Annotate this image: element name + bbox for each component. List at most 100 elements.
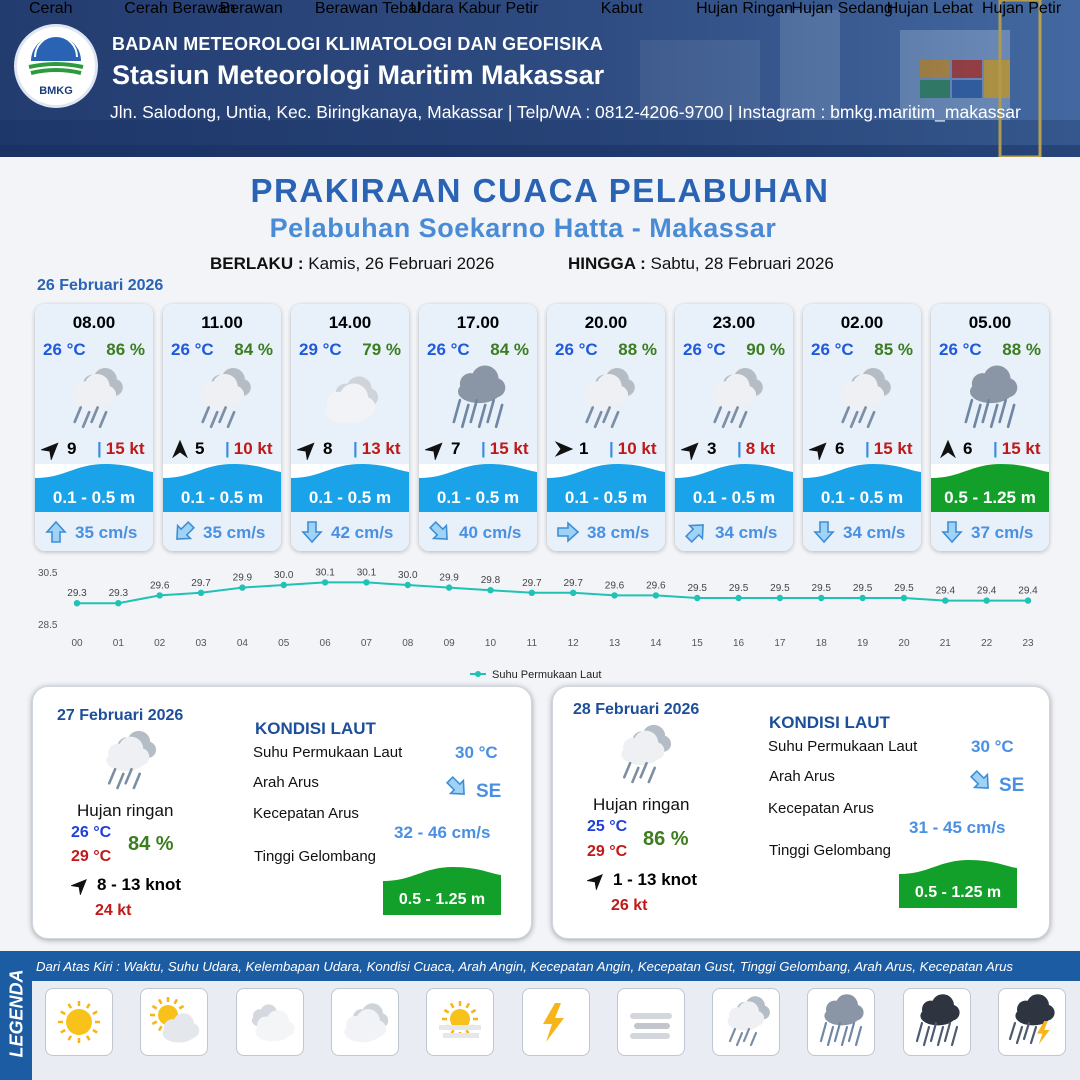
card-current-speed: 35 cm/s — [75, 523, 138, 542]
x-tick-label: 04 — [237, 638, 249, 649]
x-tick-label: 08 — [402, 638, 414, 649]
card-wave-badge — [163, 464, 281, 512]
card-current: 34 cm/s — [803, 512, 921, 551]
card-current: 34 cm/s — [675, 512, 793, 551]
data-label: 29.5 — [894, 583, 914, 594]
card-humidity: 85 % — [874, 340, 913, 359]
data-point — [900, 594, 908, 602]
data-point — [611, 592, 618, 599]
day1-date: 26 Februari 2026 — [37, 277, 164, 294]
card-time: 17.00 — [456, 313, 500, 332]
legend-item-label: Kabut — [600, 0, 643, 17]
card-humidity: 90 % — [746, 340, 785, 359]
series-line — [77, 581, 1028, 605]
legend-item-label: Berawan — [219, 0, 283, 17]
current-dir-label: Arah Arus — [253, 774, 319, 791]
hourly-card: 20.00 26 °C 88 % 1 | 10 kt 0.1 - 0.5 m 38… — [547, 304, 665, 551]
data-label: 29.7 — [563, 578, 583, 589]
hujan-sedang-icon — [964, 365, 1018, 429]
sea-condition-title: KONDISI LAUT — [769, 713, 890, 732]
wind-direction-icon — [554, 441, 574, 457]
hujan-ringan-icon — [199, 367, 251, 429]
validity-to-value: Sabtu, 28 Februari 2026 — [650, 254, 834, 273]
hujan-ringan-icon — [621, 724, 672, 784]
card-time: 08.00 — [72, 313, 116, 332]
x-tick-label: 05 — [278, 638, 290, 649]
current-direction-icon — [428, 520, 448, 540]
header-banner: BMKG BADAN METEOROLOGI KLIMATOLOGI DAN G… — [0, 0, 1080, 157]
sst-label: Suhu Permukaan Laut — [768, 738, 918, 755]
card-wave-height: 0.1 - 0.5 m — [52, 488, 136, 507]
x-tick-label: 03 — [195, 638, 207, 649]
validity-to: HINGGA : Sabtu, 28 Februari 2026 — [568, 254, 834, 274]
card-temperature: 26 °C — [811, 340, 854, 359]
card-time: 23.00 — [712, 313, 756, 332]
data-point — [569, 589, 577, 596]
card-wave-height: 0.5 - 1.25 m — [944, 488, 1036, 507]
legend-item-label: Hujan Petir — [982, 0, 1062, 17]
card-gust: | 15 kt — [97, 439, 145, 458]
y-tick-label: 28.5 — [38, 620, 58, 631]
data-point — [776, 594, 784, 602]
card-humidity: 88 % — [1002, 340, 1041, 359]
legend-item — [235, 988, 304, 1056]
current-direction-icon — [684, 524, 704, 544]
legend-item-label: Hujan Ringan — [696, 0, 794, 17]
wind-direction-icon — [297, 442, 315, 460]
current-direction-icon — [445, 775, 465, 795]
wind-direction-icon — [587, 874, 603, 890]
card-wave-badge — [675, 464, 793, 512]
day-condition: Hujan ringan — [77, 801, 174, 820]
legend-item — [426, 988, 495, 1056]
sst-value: 30 °C — [971, 737, 1014, 756]
legend-item — [616, 988, 685, 1056]
legend-item-label: Hujan Lebat — [886, 0, 973, 17]
card-humidity: 79 % — [362, 340, 401, 359]
wind-direction-icon — [681, 442, 699, 460]
bmkg-logo: BMKG — [14, 24, 98, 108]
data-label: 30.0 — [398, 570, 418, 581]
data-point — [528, 589, 536, 596]
card-time: 02.00 — [840, 313, 884, 332]
data-label: 29.4 — [1018, 586, 1038, 597]
bmkg-logo-icon — [28, 35, 84, 75]
hujan-ringan-icon — [711, 367, 763, 429]
data-label: 29.6 — [646, 580, 666, 591]
card-current-speed: 34 cm/s — [715, 523, 778, 542]
wind-direction-icon — [41, 442, 59, 460]
y-tick-label: 30.5 — [38, 568, 58, 579]
card-current-speed: 40 cm/s — [459, 523, 522, 542]
x-tick-label: 22 — [981, 638, 993, 649]
current-direction-icon — [557, 521, 580, 543]
day-temp-min: 26 °C — [71, 824, 112, 841]
current-dir-value: SE — [999, 775, 1025, 796]
wind-direction-icon — [425, 442, 443, 460]
x-tick-label: 01 — [113, 638, 125, 649]
wave-badge — [899, 860, 1017, 908]
card-wind-speed: 1 — [579, 439, 589, 458]
card-current-speed: 35 cm/s — [203, 523, 266, 542]
data-label: 29.8 — [481, 575, 501, 586]
legend-item-label: Cerah — [29, 0, 73, 17]
legend-item — [140, 988, 209, 1056]
legend-item — [807, 988, 876, 1056]
hourly-card: 11.00 26 °C 84 % 5 | 10 kt 0.1 - 0.5 m 35… — [163, 304, 281, 551]
card-wind-speed: 6 — [835, 439, 845, 458]
data-label: 30.1 — [357, 567, 377, 578]
wind-direction-icon — [940, 439, 956, 459]
data-label: 29.6 — [150, 580, 170, 591]
data-point — [818, 594, 825, 602]
card-temperature: 26 °C — [43, 340, 86, 359]
card-gust: | 15 kt — [481, 439, 529, 458]
card-current-speed: 38 cm/s — [587, 523, 650, 542]
hourly-card: 23.00 26 °C 90 % 3 | 8 kt 0.1 - 0.5 m 34 … — [675, 304, 793, 551]
data-point — [735, 594, 742, 602]
data-label: 29.5 — [770, 583, 790, 594]
page-title: PRAKIRAAN CUACA PELABUHAN — [250, 172, 830, 209]
data-label: 29.4 — [977, 586, 997, 597]
legend-item-label: Udara Kabur — [410, 0, 501, 17]
card-time: 20.00 — [584, 313, 628, 332]
card-wind-speed: 3 — [707, 439, 717, 458]
card-wave-badge — [803, 464, 921, 512]
card-current: 42 cm/s — [291, 512, 409, 551]
